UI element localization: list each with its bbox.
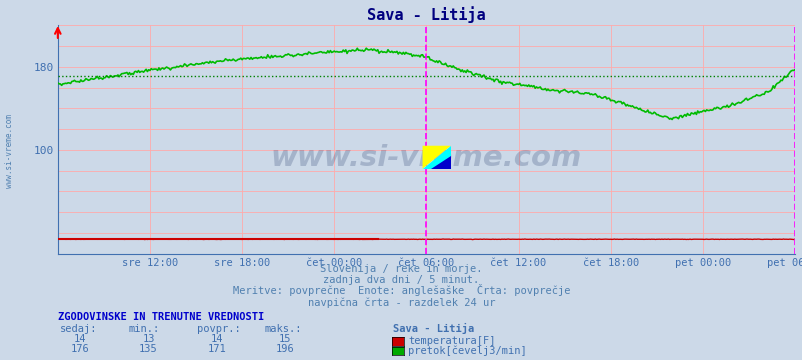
Text: 196: 196	[275, 344, 294, 354]
Text: 171: 171	[207, 344, 226, 354]
Text: povpr.:: povpr.:	[196, 324, 240, 334]
Polygon shape	[422, 146, 450, 168]
Text: 15: 15	[278, 334, 291, 344]
Text: navpična črta - razdelek 24 ur: navpična črta - razdelek 24 ur	[307, 297, 495, 308]
Text: 135: 135	[139, 344, 158, 354]
Polygon shape	[422, 146, 450, 168]
Text: www.si-vreme.com: www.si-vreme.com	[270, 144, 581, 172]
Text: min.:: min.:	[128, 324, 160, 334]
Text: ZGODOVINSKE IN TRENUTNE VREDNOSTI: ZGODOVINSKE IN TRENUTNE VREDNOSTI	[58, 312, 264, 323]
Text: pretok[čevelj3/min]: pretok[čevelj3/min]	[407, 346, 526, 356]
Text: Sava - Litija: Sava - Litija	[393, 323, 474, 334]
Text: zadnja dva dni / 5 minut.: zadnja dva dni / 5 minut.	[323, 275, 479, 285]
Title: Sava - Litija: Sava - Litija	[367, 6, 485, 23]
Text: Slovenija / reke in morje.: Slovenija / reke in morje.	[320, 264, 482, 274]
Text: Meritve: povprečne  Enote: anglešaške  Črta: povprečje: Meritve: povprečne Enote: anglešaške Črt…	[233, 284, 569, 297]
Text: maks.:: maks.:	[265, 324, 302, 334]
Text: 13: 13	[142, 334, 155, 344]
Text: www.si-vreme.com: www.si-vreme.com	[5, 114, 14, 188]
Text: 14: 14	[210, 334, 223, 344]
Text: 176: 176	[71, 344, 90, 354]
Polygon shape	[431, 156, 450, 168]
Text: 14: 14	[74, 334, 87, 344]
Text: temperatura[F]: temperatura[F]	[407, 336, 495, 346]
Text: sedaj:: sedaj:	[60, 324, 98, 334]
